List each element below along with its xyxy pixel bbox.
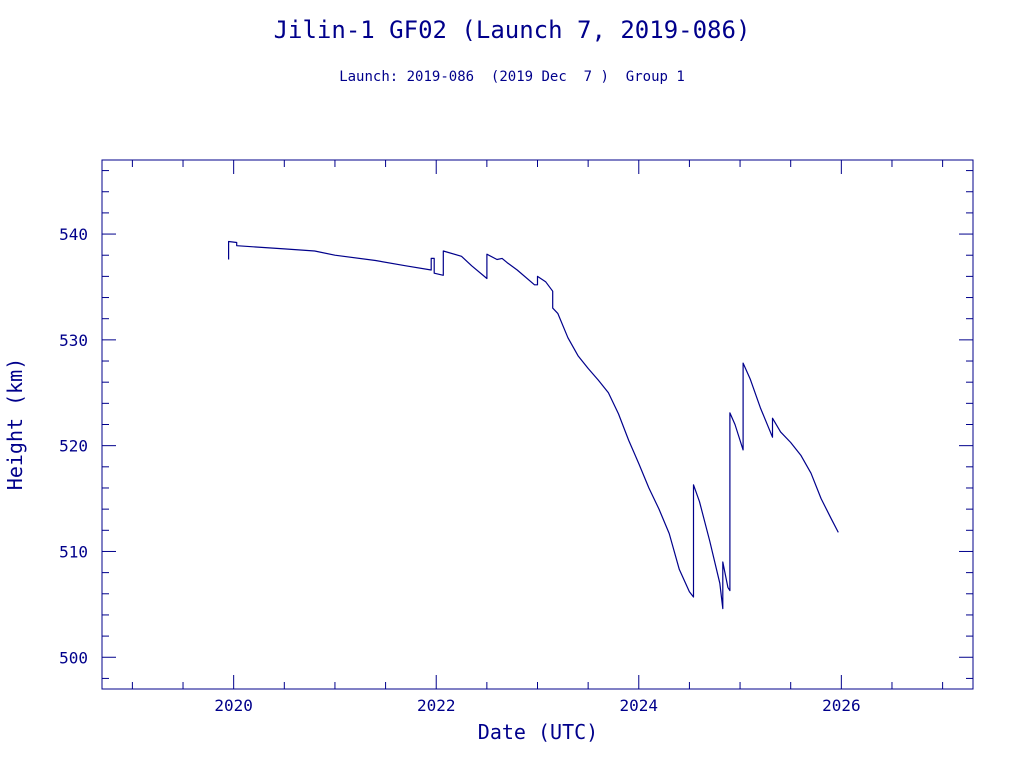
x-tick-label: 2026	[822, 696, 861, 715]
axis-ticks	[102, 160, 973, 689]
chart-subtitle: Launch: 2019-086 (2019 Dec 7 ) Group 1	[339, 69, 685, 85]
y-tick-label: 500	[59, 648, 88, 667]
x-tick-label: 2020	[214, 696, 253, 715]
axis-tick-labels: 2020 2022 2024 2026 500 510 520 530 540	[59, 225, 861, 715]
y-tick-label: 540	[59, 225, 88, 244]
x-tick-label: 2024	[620, 696, 659, 715]
plot-frame	[101, 159, 974, 690]
y-axis-label: Height (km)	[3, 358, 27, 490]
y-tick-label: 510	[59, 542, 88, 561]
height-series-line	[228, 240, 839, 610]
y-tick-label: 520	[59, 437, 88, 456]
chart-title: Jilin-1 GF02 (Launch 7, 2019-086)	[274, 16, 751, 44]
x-tick-label: 2022	[417, 696, 456, 715]
x-axis-label: Date (UTC)	[478, 720, 598, 744]
y-tick-label: 530	[59, 331, 88, 350]
